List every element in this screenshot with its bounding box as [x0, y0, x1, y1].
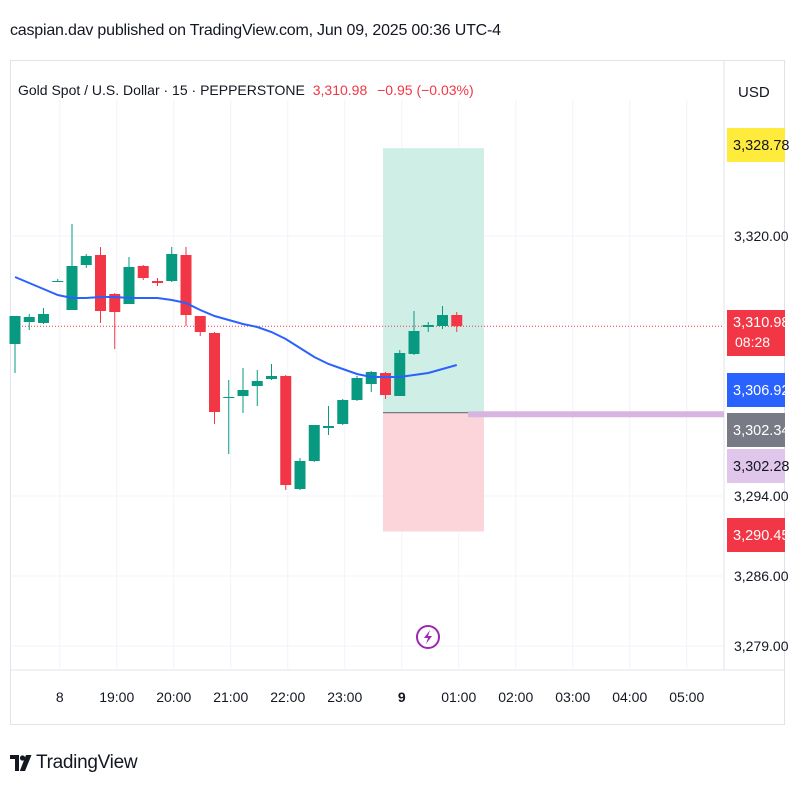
candle-body[interactable]	[408, 331, 420, 354]
price-tag-yellow[interactable]	[727, 128, 785, 162]
candle-body[interactable]	[166, 254, 178, 281]
x-tick-label: 21:00	[213, 689, 248, 705]
x-tick-label: 8	[56, 689, 64, 705]
price-tag-red[interactable]	[727, 310, 785, 356]
moving-average-line	[14, 276, 458, 378]
price-change: −0.95 (−0.03%)	[377, 82, 474, 98]
candle-body[interactable]	[80, 256, 92, 265]
candle-body[interactable]	[180, 255, 192, 315]
price-tag-purple[interactable]	[727, 449, 785, 483]
candle-body[interactable]	[9, 316, 21, 344]
symbol-legend[interactable]: Gold Spot / U.S. Dollar · 15 · PEPPERSTO…	[18, 82, 474, 98]
candle-body[interactable]	[351, 378, 363, 400]
candle-body[interactable]	[394, 353, 406, 396]
x-tick-label: 03:00	[555, 689, 590, 705]
price-tag-label: 3,328.78	[733, 138, 789, 154]
candle-body[interactable]	[308, 425, 320, 461]
last-price: 3,310.98	[312, 82, 368, 98]
y-tick-label: 3,286.00	[734, 568, 789, 584]
candle-body[interactable]	[38, 314, 49, 323]
price-tag-label: 3,310.98	[733, 315, 789, 331]
candle-body[interactable]	[23, 317, 35, 322]
x-tick-label: 04:00	[612, 689, 647, 705]
candle-body[interactable]	[266, 376, 277, 379]
y-tick-label: 3,320.00	[734, 228, 789, 244]
x-tick-label: 19:00	[99, 689, 134, 705]
candle-body[interactable]	[237, 390, 249, 396]
lightning-icon	[424, 630, 432, 644]
y-tick-label: 3,294.00	[734, 488, 789, 504]
published-header: caspian.dav published on TradingView.com…	[10, 22, 501, 39]
symbol-label: Gold Spot / U.S. Dollar · 15 · PEPPERSTO…	[18, 82, 305, 98]
price-tag-blue[interactable]	[727, 373, 785, 407]
price-tag-label: 3,302.28	[733, 459, 789, 475]
price-tag-label: 3,302.34	[733, 423, 789, 439]
candle-body[interactable]	[209, 333, 220, 412]
stop-zone[interactable]	[383, 412, 484, 532]
candle-body[interactable]	[152, 281, 163, 283]
x-tick-label: 20:00	[156, 689, 191, 705]
candle-body[interactable]	[294, 461, 306, 489]
candle-body[interactable]	[323, 426, 334, 428]
currency-label[interactable]: USD	[738, 84, 770, 101]
tradingview-brand: TradingView	[36, 752, 138, 773]
candle-body[interactable]	[123, 267, 135, 304]
y-tick-label: 3,279.00	[734, 638, 789, 654]
x-tick-label: 05:00	[669, 689, 704, 705]
candle-body[interactable]	[451, 315, 463, 327]
x-tick-label: 23:00	[327, 689, 362, 705]
candle-body[interactable]	[437, 315, 448, 326]
x-tick-label: 9	[398, 689, 406, 705]
candle-body[interactable]	[251, 381, 263, 386]
candle-body[interactable]	[337, 400, 349, 424]
price-tag-gray[interactable]	[727, 413, 785, 447]
x-tick-label: 22:00	[270, 689, 305, 705]
candle-body[interactable]	[194, 316, 206, 332]
countdown-label: 08:28	[735, 334, 770, 350]
tradingview-logo[interactable]: TradingView	[10, 752, 138, 774]
candle-body[interactable]	[137, 266, 149, 278]
candle-body[interactable]	[66, 266, 78, 310]
tradingview-logo-icon	[10, 755, 32, 771]
candle-body[interactable]	[280, 376, 292, 485]
x-tick-label: 02:00	[498, 689, 533, 705]
candle-body[interactable]	[109, 294, 121, 312]
price-tag-label: 3,306.92	[733, 383, 789, 399]
x-tick-label: 01:00	[441, 689, 476, 705]
price-tag-red[interactable]	[727, 518, 785, 552]
price-tag-label: 3,290.45	[733, 528, 789, 544]
candle-body[interactable]	[380, 373, 391, 395]
candle-body[interactable]	[95, 255, 106, 311]
candle-body[interactable]	[422, 325, 434, 327]
candle-body[interactable]	[223, 397, 235, 398]
candle-body[interactable]	[52, 281, 64, 282]
